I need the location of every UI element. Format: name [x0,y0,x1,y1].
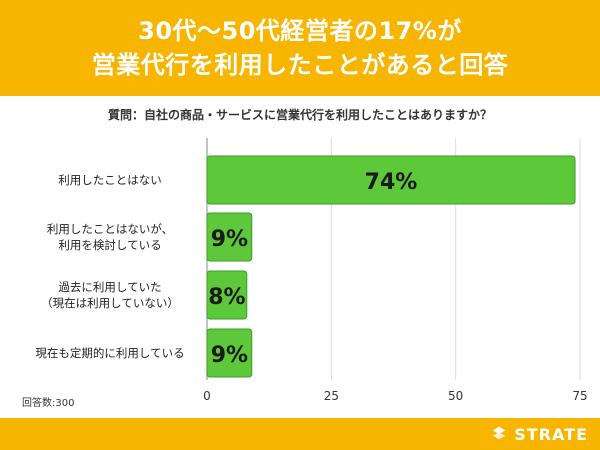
data-label: 74% [365,170,418,195]
tick-label: 25 [324,389,339,403]
title-line-2: 営業代行を利用したことがあると回答 [91,51,509,79]
sample-size-note: 回答数:300 [22,396,74,409]
bar [206,270,248,320]
bar [206,212,253,262]
survey-question: 質問：自社の商品・サービスに営業代行を利用したことはありますか？ [107,108,492,122]
bar-chart: 74% 利用したことはない 9% 利用したことはないが、利用を検討している 8% 過去に利… [22,138,588,409]
bar [206,155,576,205]
tick-label: 75 [572,389,587,403]
category-label: 利用したことはない [58,173,162,187]
brand-logo: STRATE [490,422,588,446]
bar [206,328,253,378]
data-label: 9% [211,343,248,368]
category-label: （現在は利用していない） [41,296,179,310]
footer-bar: STRATE [0,418,600,450]
tick-label: 50 [448,389,463,403]
category-label: 過去に利用していた [58,280,161,294]
tick-label: 0 [203,389,211,403]
brand-name: STRATE [514,424,588,444]
category-label: 利用を検討している [58,238,161,252]
data-label: 8% [208,285,245,310]
data-label: 9% [211,227,248,252]
category-label: 現在も定期的に利用している [35,346,184,360]
strate-logo-icon [492,426,506,440]
header-banner: 30代〜50代経営者の17%が 営業代行を利用したことがあると回答 [0,0,600,96]
title-line-1: 30代〜50代経営者の17%が [138,17,462,45]
category-label: 利用したことはないが、 [47,222,173,236]
